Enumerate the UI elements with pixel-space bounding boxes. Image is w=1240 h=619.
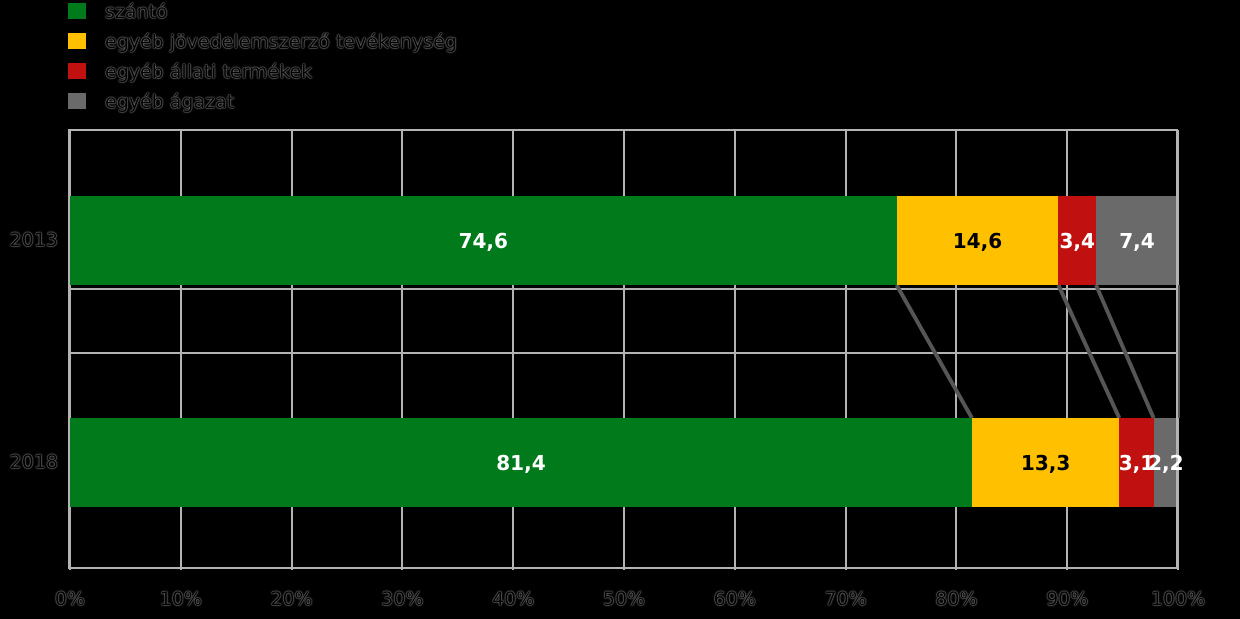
gridline-vertical (733, 130, 736, 570)
bar-value-label: 14,6 (952, 228, 1003, 253)
x-tick-label: 90% (1046, 588, 1089, 610)
gridline-vertical (401, 130, 404, 570)
x-tick-label: 40% (492, 588, 535, 610)
gridline-vertical (179, 130, 182, 570)
x-tick-label: 30% (381, 588, 424, 610)
x-tick-label: 60% (713, 588, 756, 610)
gridline-horizontal (68, 288, 1180, 290)
bar-value-label: 7,4 (1119, 228, 1155, 253)
bar-value-label: 81,4 (496, 450, 546, 475)
x-tick-label: 100% (1150, 588, 1206, 610)
bar-segment (1119, 418, 1154, 507)
legend-swatch (68, 63, 86, 79)
bar-value-label: 3,1 (1118, 450, 1155, 475)
legend-label: egyéb állati termékek (105, 61, 313, 83)
gridline-vertical (623, 130, 625, 570)
bar-segment (1058, 196, 1096, 285)
gridline-vertical (512, 130, 515, 570)
legend-label: egyéb jövedelemszerző tevékenység (105, 31, 457, 53)
bar-segment (1096, 196, 1178, 285)
bar-value-label: 3,4 (1059, 228, 1095, 253)
bar-segment (70, 418, 972, 507)
legend-swatch (68, 33, 86, 49)
x-tick-label: 70% (824, 588, 867, 610)
bar-value-label: 74,6 (458, 228, 508, 253)
x-tick-label: 80% (935, 588, 978, 610)
gridline-vertical (69, 130, 71, 570)
y-tick-label: 2013 (9, 228, 58, 251)
gridline-vertical (844, 130, 847, 570)
legend-label: egyéb ágazat (105, 91, 235, 113)
bar-value-label: 2,2 (1148, 450, 1184, 475)
bar-segment (971, 418, 1120, 507)
x-tick-label: 10% (159, 588, 202, 610)
x-tick-label: 50% (602, 588, 646, 610)
bar-segment (896, 196, 1059, 285)
gridline-vertical (290, 130, 293, 570)
bar-segment (1153, 418, 1178, 507)
bar-segment (70, 196, 897, 285)
gridline-horizontal (68, 352, 1180, 354)
x-tick-label: 20% (270, 588, 313, 610)
x-tick-label: 0% (54, 588, 86, 610)
legend-label: szántó (105, 1, 168, 23)
plot-border (68, 129, 1178, 569)
legend-swatch (68, 3, 86, 19)
legend-swatch (68, 93, 86, 109)
y-tick-label: 2018 (9, 450, 58, 473)
bar-value-label: 13,3 (1020, 450, 1071, 475)
